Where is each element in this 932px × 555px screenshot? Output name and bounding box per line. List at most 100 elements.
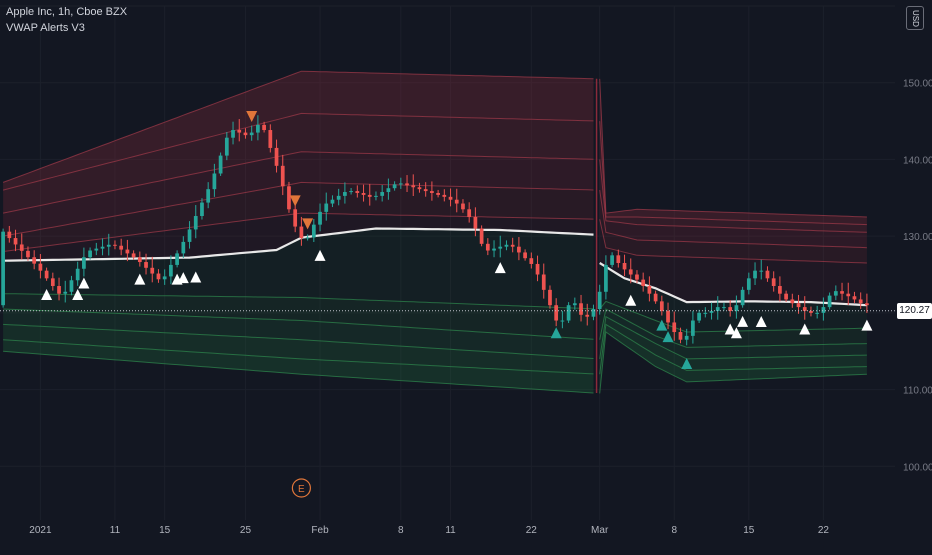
candle-body xyxy=(113,244,117,246)
candle-body xyxy=(753,270,757,279)
candle-body xyxy=(821,307,826,313)
candle-body xyxy=(485,243,490,251)
upper-band-line xyxy=(599,121,867,226)
candle-body xyxy=(367,194,372,197)
band-fill xyxy=(3,324,594,374)
buy-signal-marker xyxy=(190,271,202,283)
candle-body xyxy=(206,189,211,203)
candle-body xyxy=(38,263,43,271)
candle-body xyxy=(858,299,863,304)
band-fill xyxy=(599,190,867,263)
candle-body xyxy=(840,291,844,294)
candle-body xyxy=(473,216,478,229)
candle-body xyxy=(169,264,173,277)
candle-body xyxy=(560,320,565,322)
candle-body xyxy=(293,209,298,227)
candle-body xyxy=(50,278,55,287)
candle-body xyxy=(541,274,546,290)
x-tick-label: 22 xyxy=(818,525,830,536)
candle-body xyxy=(697,312,701,321)
candle-body xyxy=(131,253,136,258)
currency-button[interactable]: USD xyxy=(906,6,924,30)
lower-band-line xyxy=(3,323,594,359)
x-tick-label: 11 xyxy=(445,525,456,536)
band-fill xyxy=(3,182,594,252)
candle-body xyxy=(628,269,633,275)
candle-body xyxy=(405,183,409,186)
candle-body xyxy=(280,165,285,187)
candle-body xyxy=(144,262,148,268)
candle-body xyxy=(510,244,515,247)
y-tick-label: 150.00 xyxy=(903,79,932,90)
candle-body xyxy=(672,322,677,333)
x-tick-label: Feb xyxy=(311,525,329,536)
candle-body xyxy=(790,299,795,304)
candle-body xyxy=(1,231,5,306)
buy-signal-marker xyxy=(861,319,873,331)
x-tick-label: 8 xyxy=(398,525,404,536)
band-fill xyxy=(3,293,594,340)
buy-signal-marker xyxy=(72,288,84,300)
lower-band-line xyxy=(3,293,594,310)
candle-body xyxy=(498,246,503,249)
band-fill xyxy=(3,71,594,191)
candle-body xyxy=(392,184,397,189)
candle-body xyxy=(119,245,124,250)
candle-body xyxy=(349,191,353,193)
candle-body xyxy=(26,250,30,258)
candle-body xyxy=(32,257,37,264)
candle-body xyxy=(175,253,179,265)
candle-body xyxy=(411,185,416,188)
candle-body xyxy=(448,196,453,200)
candle-body xyxy=(150,267,155,274)
candle-body xyxy=(355,191,360,193)
candle-body xyxy=(616,255,621,263)
buy-signal-marker-green xyxy=(656,319,668,331)
candle-body xyxy=(492,248,496,251)
candle-body xyxy=(740,289,745,306)
candle-body xyxy=(461,203,465,210)
y-tick-label: 110.00 xyxy=(903,386,932,397)
candle-body xyxy=(274,147,279,166)
candle-body xyxy=(417,187,422,190)
candle-body xyxy=(57,286,61,294)
candle-body xyxy=(647,286,652,294)
upper-band-line xyxy=(3,181,594,237)
candle-body xyxy=(343,192,347,196)
candle-body xyxy=(684,335,689,340)
band-fill xyxy=(599,121,867,233)
upper-band-line xyxy=(599,219,867,264)
candle-body xyxy=(703,312,708,314)
y-tick-label: 130.00 xyxy=(903,232,932,243)
candle-body xyxy=(430,191,434,193)
candle-body xyxy=(479,228,484,244)
candle-body xyxy=(467,209,472,217)
candle-body xyxy=(778,286,782,294)
candle-body xyxy=(535,263,540,275)
candle-body xyxy=(374,195,378,197)
candle-body xyxy=(268,130,273,148)
candle-body xyxy=(423,189,428,192)
candle-body xyxy=(523,252,527,259)
candle-body xyxy=(436,192,440,195)
candle-body xyxy=(517,246,521,253)
candle-body xyxy=(200,202,204,217)
candle-body xyxy=(802,307,807,311)
lower-band-line xyxy=(599,308,867,348)
candle-body xyxy=(579,303,583,315)
candle-body xyxy=(442,194,447,197)
candle-body xyxy=(336,195,341,200)
candle-body xyxy=(380,192,385,196)
candle-body xyxy=(678,332,683,340)
band-fill xyxy=(599,324,867,394)
candle-body xyxy=(846,293,851,297)
candle-body xyxy=(504,244,509,247)
candle-body xyxy=(162,276,167,280)
upper-band-line xyxy=(599,190,867,249)
x-tick-label: 15 xyxy=(743,525,755,536)
band-fill xyxy=(599,309,867,359)
band-fill xyxy=(3,113,594,214)
candle-body xyxy=(759,270,764,272)
